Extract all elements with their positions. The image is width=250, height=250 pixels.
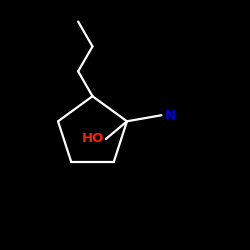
Text: N: N	[165, 109, 176, 122]
Text: HO: HO	[82, 132, 104, 145]
